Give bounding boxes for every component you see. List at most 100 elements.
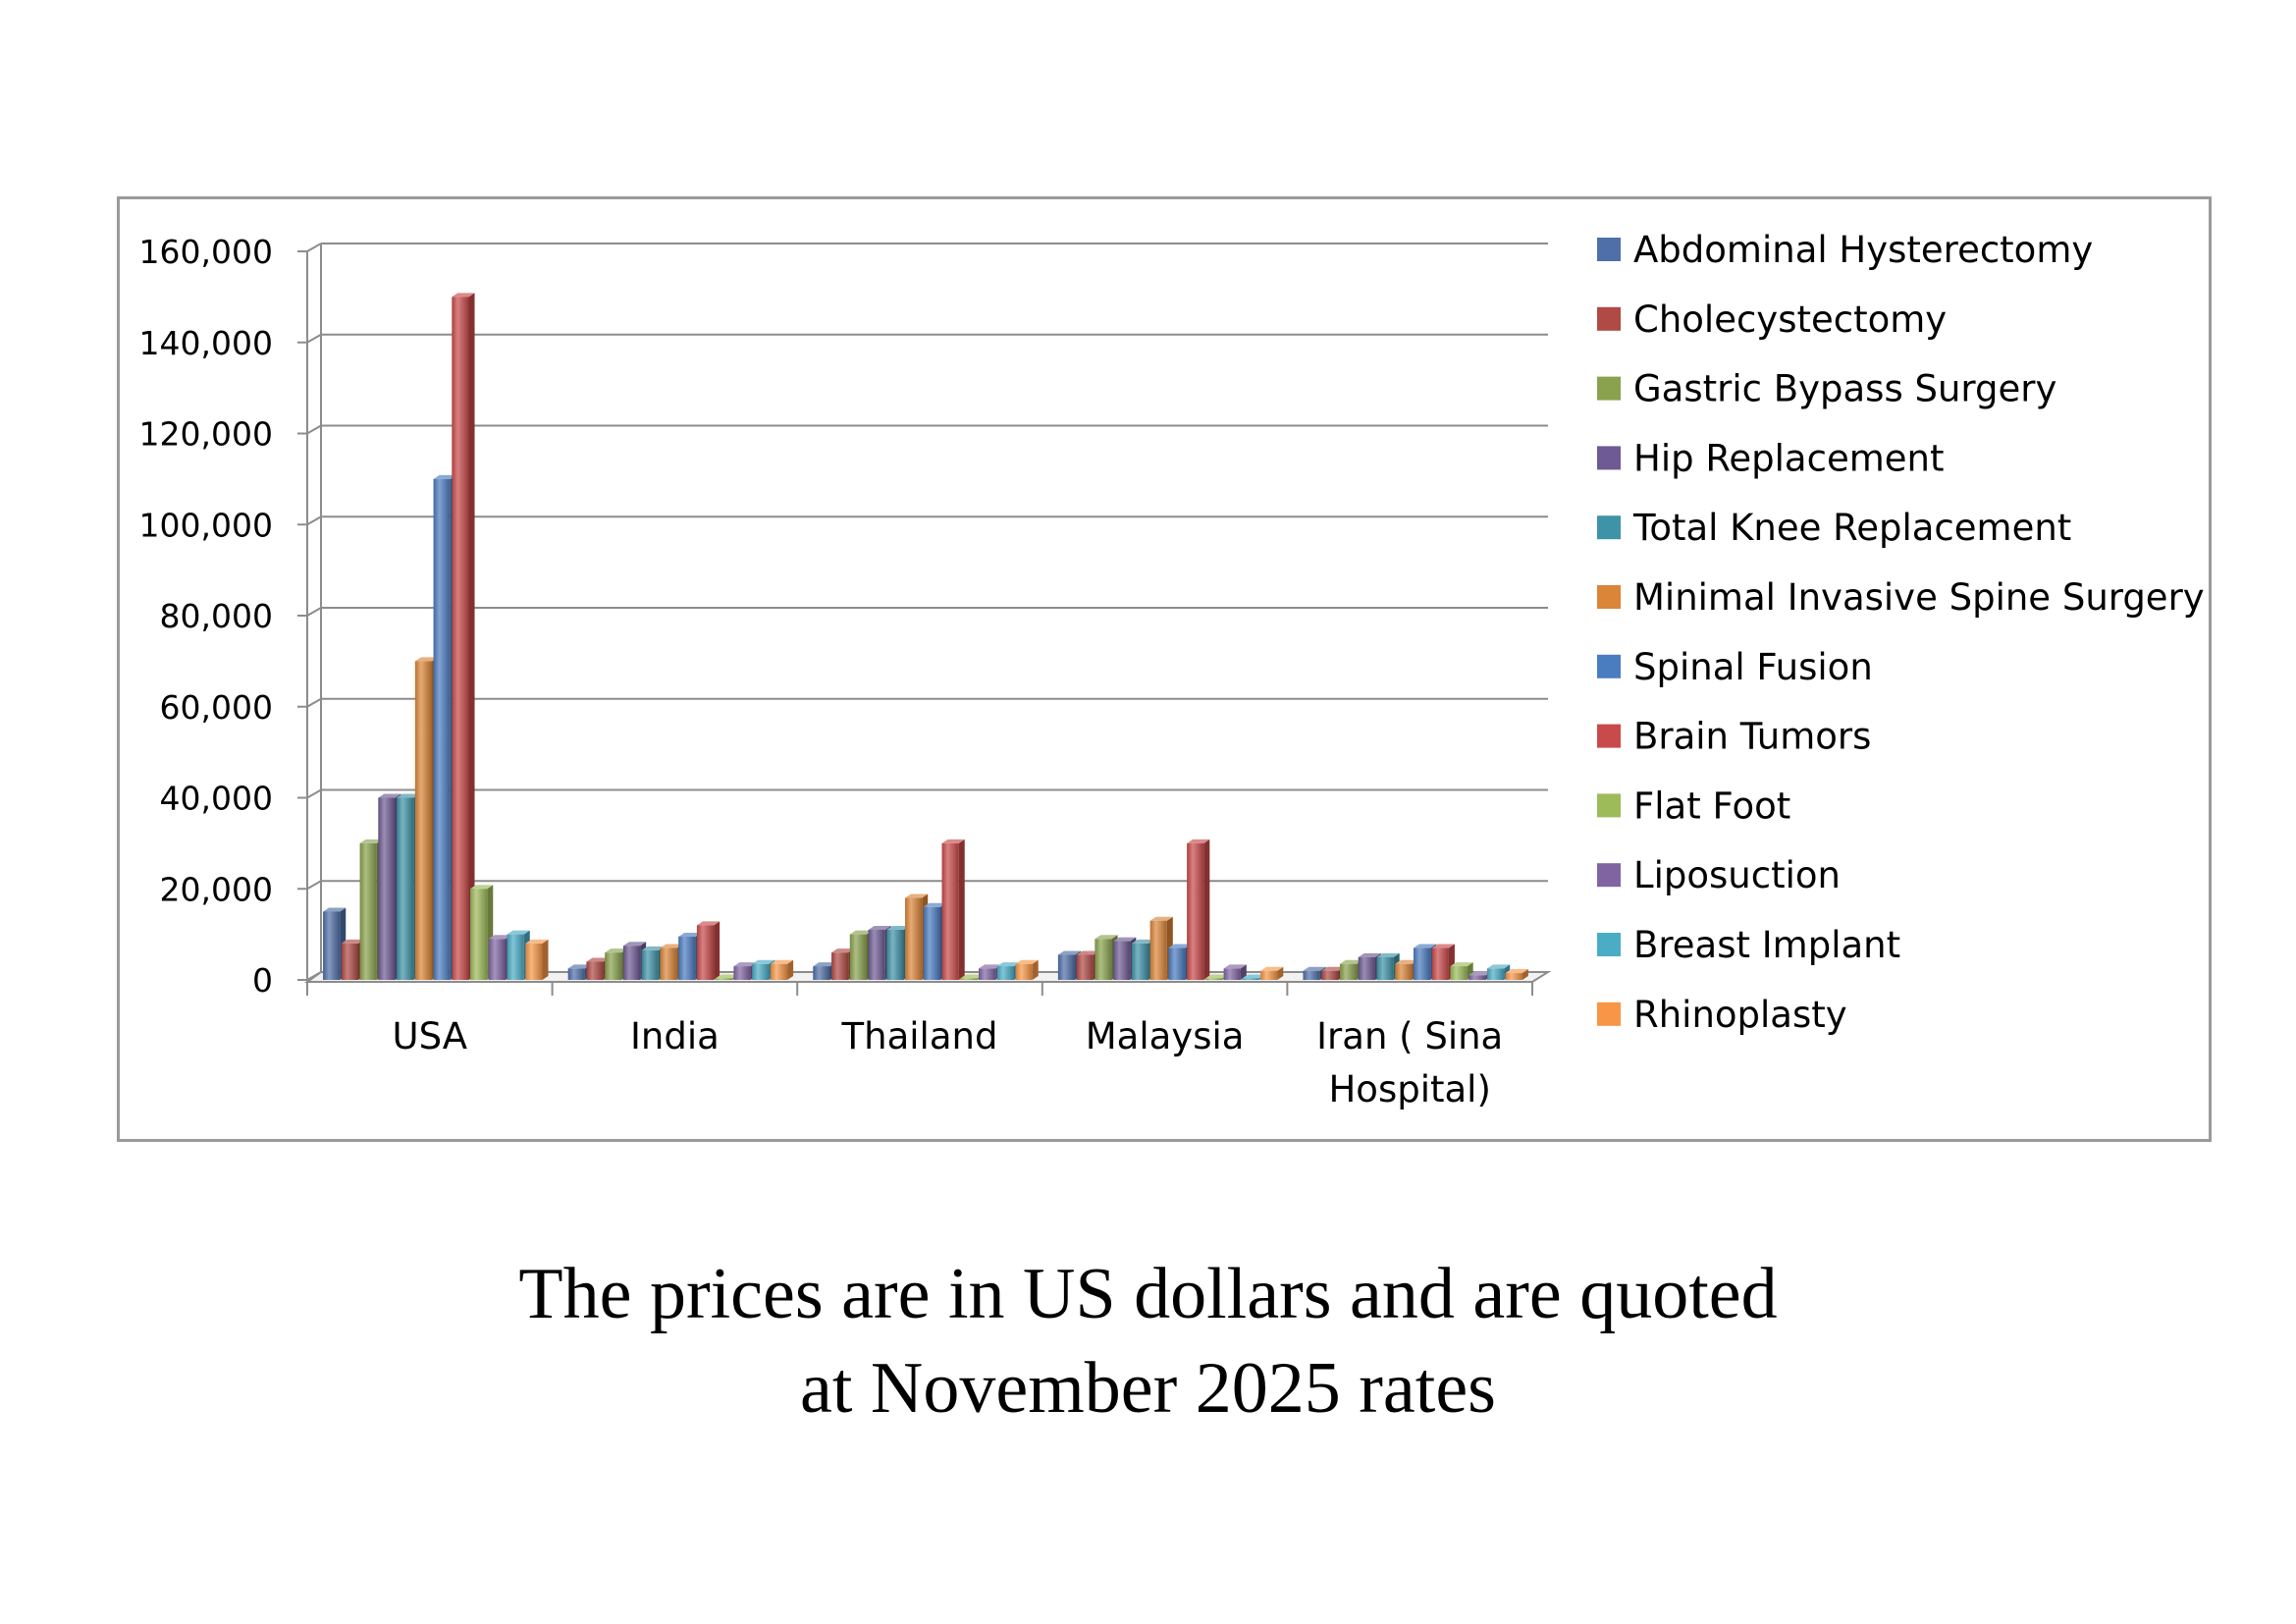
bar-front xyxy=(1076,954,1094,980)
y-tick-label: 20,000 xyxy=(160,870,273,908)
bar-front xyxy=(660,947,677,980)
gridline-depth xyxy=(306,515,322,526)
bar-top xyxy=(831,948,855,953)
bar-front xyxy=(323,911,341,980)
bar xyxy=(452,293,475,980)
bar-front xyxy=(1204,978,1223,980)
bar-front xyxy=(1339,963,1358,980)
bar-top xyxy=(960,974,984,979)
bar-top xyxy=(323,907,347,912)
bar-front xyxy=(414,661,433,980)
bar-top xyxy=(1131,939,1155,944)
bar-front xyxy=(696,925,715,980)
gridline-depth xyxy=(306,697,322,708)
bar-top xyxy=(378,793,401,798)
bar-top xyxy=(1395,959,1418,964)
bar-front xyxy=(1113,941,1131,980)
legend-swatch xyxy=(1597,1001,1621,1026)
bar-top xyxy=(1260,966,1284,971)
bar-top xyxy=(868,925,891,930)
bar-top xyxy=(923,902,946,907)
legend-label: Spinal Fusion xyxy=(1633,646,1873,688)
bar-front xyxy=(341,943,359,980)
bar xyxy=(1413,944,1437,980)
bar-top xyxy=(1303,966,1326,971)
bar-top xyxy=(1413,944,1437,948)
bar-front xyxy=(525,943,543,980)
bar xyxy=(1223,964,1247,980)
bar-front xyxy=(752,963,770,980)
gridline-depth xyxy=(306,243,322,252)
bar xyxy=(941,839,965,980)
legend-swatch xyxy=(1597,724,1621,748)
legend-label: Liposuction xyxy=(1633,854,1841,896)
y-tick-label: 40,000 xyxy=(160,780,273,818)
bar-top xyxy=(886,925,910,930)
bar xyxy=(605,948,628,980)
bar-front xyxy=(452,297,469,980)
bar-top xyxy=(397,793,420,798)
bar-front xyxy=(733,966,751,980)
bar xyxy=(525,939,549,980)
bar-top xyxy=(1431,944,1455,948)
bar-front xyxy=(1395,963,1413,980)
bar xyxy=(1260,966,1284,980)
x-category-label: Thailand xyxy=(841,1015,998,1057)
bar-front xyxy=(1450,966,1468,980)
bar-front xyxy=(1168,947,1186,980)
bar-front xyxy=(1187,842,1204,980)
bar-front xyxy=(1223,968,1241,980)
bar-top xyxy=(1187,839,1210,843)
bar-front xyxy=(378,797,396,980)
bar-top xyxy=(359,839,383,843)
bar-top xyxy=(1339,959,1363,964)
bar xyxy=(1505,969,1528,980)
bar-top xyxy=(586,957,610,962)
bar-front xyxy=(1260,970,1278,980)
x-category-label: India xyxy=(630,1015,720,1057)
bar-top xyxy=(1450,962,1473,967)
legend-swatch xyxy=(1597,306,1621,331)
bar-front xyxy=(622,946,641,980)
bar-front xyxy=(641,949,659,980)
gridline-depth xyxy=(306,788,322,799)
bar-top xyxy=(941,839,965,843)
bar-front xyxy=(586,961,604,980)
bar-top xyxy=(452,293,475,298)
legend-swatch xyxy=(1597,238,1621,261)
bar-top xyxy=(507,930,530,935)
bar-front xyxy=(1376,956,1394,980)
legend-label: Rhinoplasty xyxy=(1633,994,1847,1036)
bar-side xyxy=(468,293,475,980)
bar-side xyxy=(787,959,794,980)
bar-front xyxy=(1486,968,1505,980)
y-tick-label: 160,000 xyxy=(139,233,273,271)
bar-front xyxy=(507,934,524,980)
bar-front xyxy=(1505,973,1522,980)
legend-label: Hip Replacement xyxy=(1633,437,1944,479)
bar-front xyxy=(868,929,885,980)
bar-front xyxy=(678,936,696,980)
bar xyxy=(770,959,794,980)
legend-swatch xyxy=(1597,654,1621,678)
legend-label: Cholecystectomy xyxy=(1633,298,1947,341)
bar-front xyxy=(1131,943,1149,980)
legend-swatch xyxy=(1597,515,1621,540)
y-tick-label: 100,000 xyxy=(139,506,273,544)
bar-top xyxy=(733,962,757,967)
legend-swatch xyxy=(1597,376,1621,401)
bar-top xyxy=(1486,964,1511,969)
bar-front xyxy=(1149,920,1167,980)
bar-side xyxy=(1277,966,1284,980)
bar-top xyxy=(849,930,873,935)
bar-side xyxy=(1240,964,1247,980)
bar-front xyxy=(960,978,978,980)
bar-top xyxy=(1242,974,1265,979)
bar-front xyxy=(359,842,377,980)
bar-front xyxy=(397,797,414,980)
bar-top xyxy=(622,942,647,947)
bar-top xyxy=(641,946,665,950)
legend-label: Breast Implant xyxy=(1633,924,1900,966)
bar-side xyxy=(1522,969,1528,980)
